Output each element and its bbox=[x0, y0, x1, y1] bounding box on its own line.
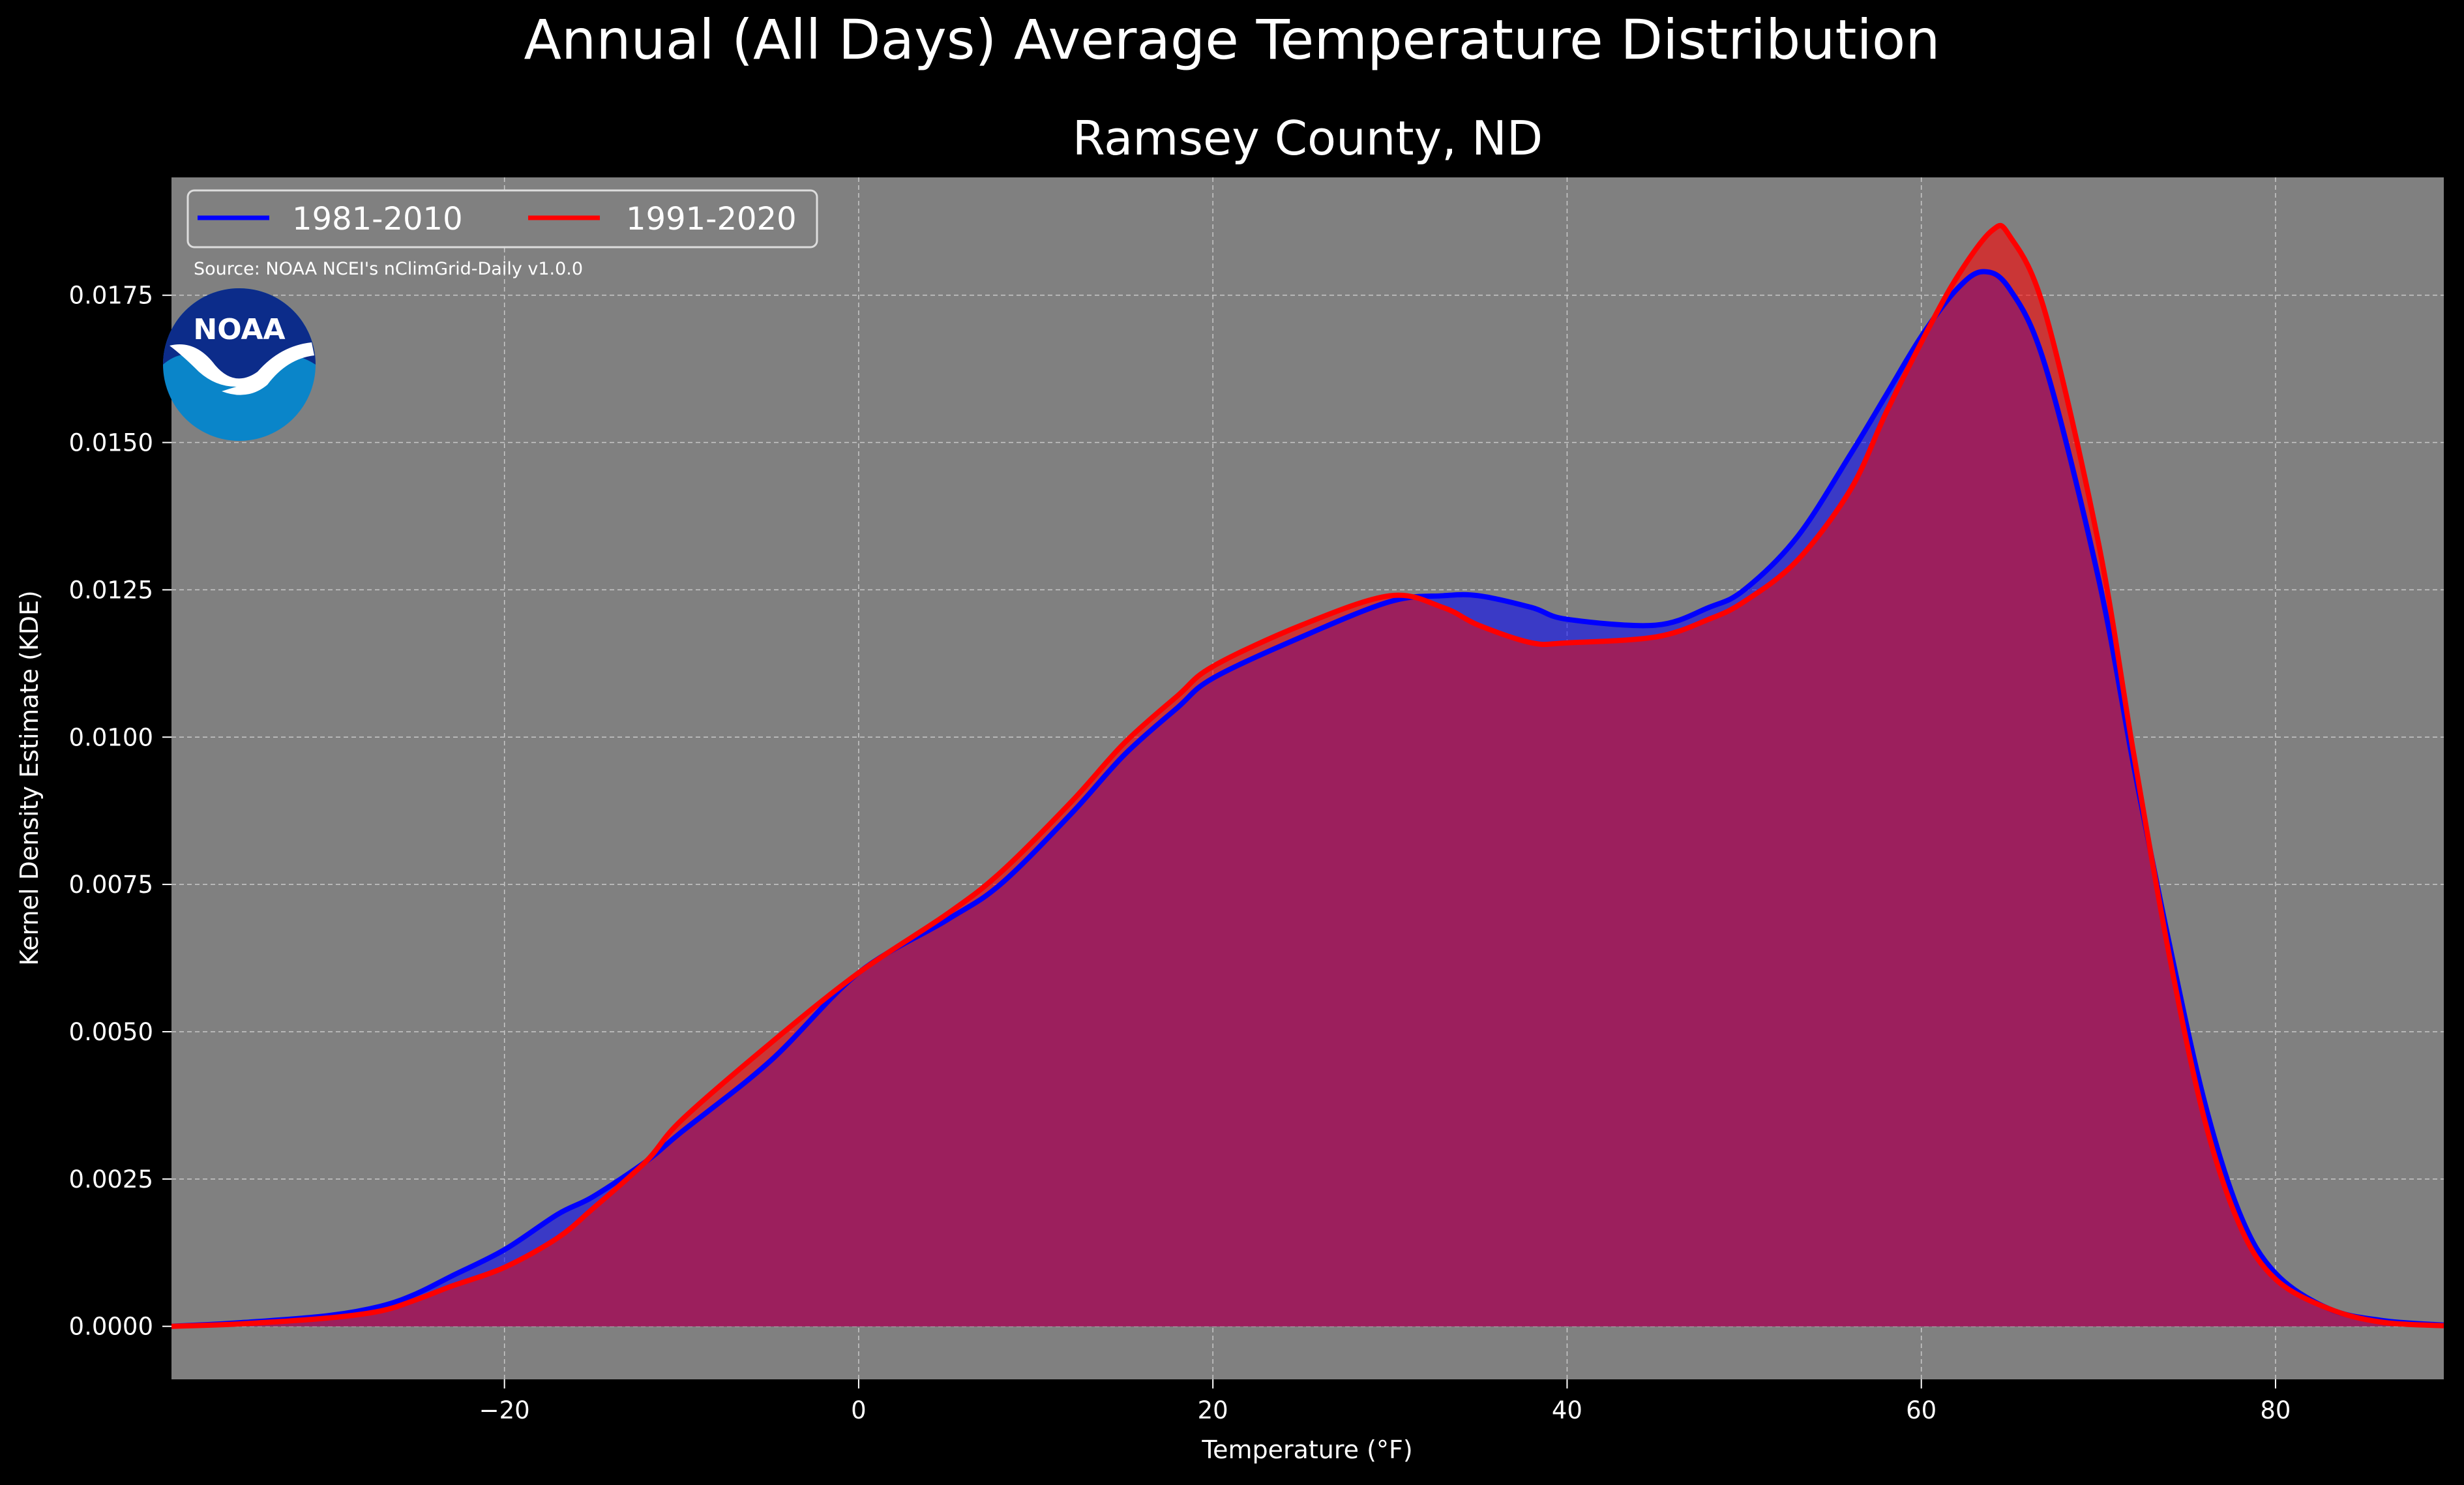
source-note: Source: NOAA NCEI's nClimGrid-Daily v1.0… bbox=[194, 259, 583, 279]
ticks: −20 0 20 40 60 80 0.0000 0.0025 0.0050 0.0075 0.01… bbox=[69, 282, 2291, 1424]
legend-label-2: 1991-2020 bbox=[626, 201, 797, 237]
x-tick-label: 20 bbox=[1198, 1396, 1228, 1424]
overlap-fill bbox=[171, 271, 2444, 1327]
y-tick-label: 0.0000 bbox=[69, 1313, 153, 1341]
line-layer bbox=[171, 222, 2444, 1329]
legend-label-1: 1981-2010 bbox=[292, 201, 463, 237]
y-tick-label: 0.0025 bbox=[69, 1165, 153, 1193]
x-tick-label: 80 bbox=[2260, 1396, 2291, 1424]
y-tick-label: 0.0150 bbox=[69, 429, 153, 457]
y-axis-label: Kernel Density Estimate (KDE) bbox=[15, 590, 44, 966]
y-tick-label: 0.0175 bbox=[69, 282, 153, 310]
y-tick-label: 0.0125 bbox=[69, 576, 153, 604]
series-line-2 bbox=[171, 222, 2444, 1329]
x-tick-label: 60 bbox=[1906, 1396, 1937, 1424]
legend-box bbox=[186, 189, 818, 248]
x-tick-label: 0 bbox=[851, 1396, 867, 1424]
noaa-logo-text: NOAA bbox=[193, 313, 285, 346]
chart-subtitle: Ramsey County, ND bbox=[1072, 111, 1543, 166]
noaa-logo: NOAA bbox=[163, 288, 316, 441]
y-tick-label: 0.0050 bbox=[69, 1018, 153, 1046]
x-tick-label: 40 bbox=[1552, 1396, 1582, 1424]
x-tick-label: −20 bbox=[479, 1396, 530, 1424]
fill-layer bbox=[171, 225, 2444, 1327]
legend: 1981-2010 1991-2020 bbox=[186, 189, 818, 248]
y-tick-label: 0.0100 bbox=[69, 723, 153, 751]
chart-title: Annual (All Days) Average Temperature Di… bbox=[524, 8, 1940, 72]
x-axis-label: Temperature (°F) bbox=[1201, 1435, 1412, 1464]
y-tick-label: 0.0075 bbox=[69, 871, 153, 899]
